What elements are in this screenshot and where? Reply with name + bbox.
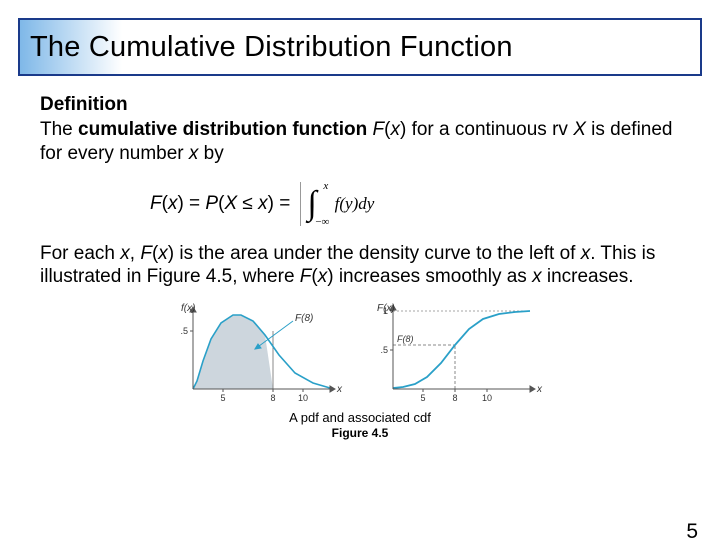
t: x: [158, 243, 168, 264]
t: P: [205, 193, 218, 214]
page-title: The Cumulative Distribution Function: [20, 31, 513, 64]
t: ) =: [177, 193, 205, 214]
formula: F(x) = P(X ≤ x) = ∫ x −∞ f(y)dy: [150, 182, 680, 226]
t: F: [150, 193, 162, 214]
t-bold: cumulative distribution function: [78, 119, 367, 140]
figure-row: .55810f(x)xF(8) .515810F(x)xF(8): [40, 301, 680, 406]
caption-line-1: A pdf and associated cdf: [40, 410, 680, 425]
svg-text:5: 5: [220, 393, 225, 403]
t: x: [532, 266, 542, 287]
svg-text:x: x: [336, 384, 343, 395]
cdf-chart: .515810F(x)xF(8): [375, 301, 545, 406]
integral: ∫ x −∞ f(y)dy: [300, 182, 374, 226]
t: increases.: [542, 266, 634, 287]
t: x: [120, 243, 130, 264]
svg-text:.5: .5: [380, 345, 388, 355]
t: ,: [130, 243, 141, 264]
svg-text:F(8): F(8): [397, 334, 414, 344]
integral-lower: −∞: [315, 216, 329, 228]
svg-text:10: 10: [482, 393, 492, 403]
t: F: [367, 119, 384, 140]
svg-text:8: 8: [270, 393, 275, 403]
svg-text:f(x): f(x): [181, 303, 195, 314]
t: For each: [40, 243, 120, 264]
definition-heading: Definition: [40, 94, 680, 116]
t: ) for a continuous rv: [400, 119, 573, 140]
formula-lhs: F(x) = P(X ≤ x) =: [150, 193, 290, 215]
integral-upper: x: [323, 180, 328, 192]
integrand: f(y)dy: [335, 194, 375, 214]
t: X: [573, 119, 586, 140]
t: x: [390, 119, 400, 140]
svg-text:5: 5: [420, 393, 425, 403]
t: x: [581, 243, 591, 264]
caption-line-2: Figure 4.5: [40, 426, 680, 440]
figure-caption: A pdf and associated cdf Figure 4.5: [40, 410, 680, 440]
t: ) is the area under the density curve to…: [168, 243, 581, 264]
svg-text:10: 10: [298, 393, 308, 403]
content-area: Definition The cumulative distribution f…: [0, 76, 720, 440]
t: ≤: [237, 193, 258, 214]
svg-text:.5: .5: [180, 326, 188, 336]
svg-text:8: 8: [452, 393, 457, 403]
t: x: [168, 193, 178, 214]
pdf-chart: .5 5 8 10 f(x) x F(8): [175, 301, 345, 406]
t: x: [189, 143, 199, 164]
t: by: [198, 143, 223, 164]
definition-text: The cumulative distribution function F(x…: [40, 118, 680, 166]
title-box: The Cumulative Distribution Function: [18, 18, 702, 76]
t: X: [224, 193, 237, 214]
explanation-text: For each x, F(x) is the area under the d…: [40, 242, 680, 290]
svg-text:F(8): F(8): [295, 313, 313, 324]
t: x: [258, 193, 268, 214]
page-number: 5: [686, 520, 698, 544]
t: ) =: [268, 193, 291, 214]
t: ) increases smoothly as: [327, 266, 532, 287]
t: x: [318, 266, 328, 287]
t: F: [300, 266, 312, 287]
t: The: [40, 119, 78, 140]
t: F: [140, 243, 152, 264]
svg-text:x: x: [536, 384, 543, 395]
svg-text:F(x): F(x): [377, 303, 395, 314]
